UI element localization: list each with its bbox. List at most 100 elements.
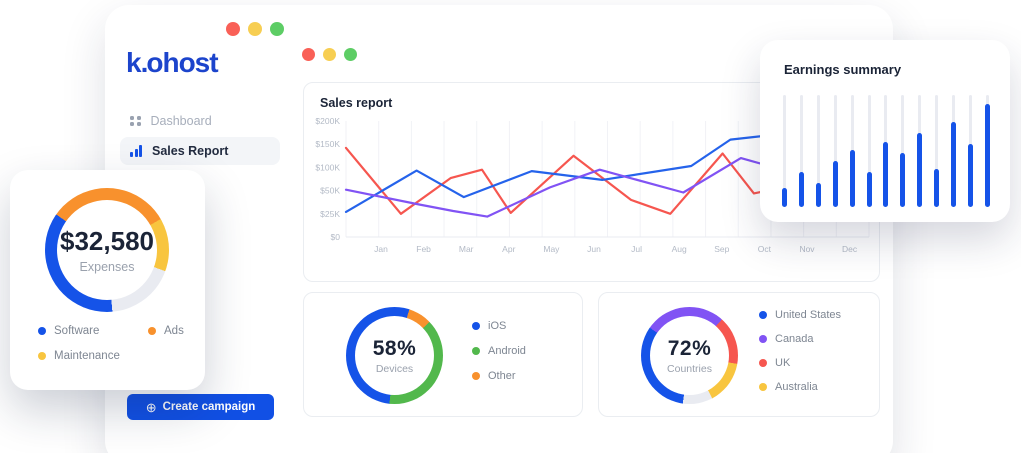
y-tick-label: $25K: [320, 209, 340, 219]
earnings-summary-card: Earnings summary: [760, 40, 1010, 222]
line-series-blue: [344, 133, 808, 214]
logo-text-k: k: [126, 47, 142, 78]
legend-dot-icon: [759, 359, 767, 367]
legend-item: Android: [472, 345, 526, 357]
devices-donut-center: 58% Devices: [355, 316, 434, 395]
x-tick-label: Apr: [502, 244, 515, 254]
bar-track: [935, 95, 939, 207]
earnings-bar: [849, 95, 855, 207]
legend-dot-icon: [38, 352, 46, 360]
sidebar-item-sales-report[interactable]: Sales Report: [120, 137, 280, 165]
x-tick-label: Jun: [587, 244, 601, 254]
sidebar-item-dashboard[interactable]: Dashboard: [120, 107, 280, 135]
bar-fill: [934, 168, 940, 207]
x-tick-label: Dec: [842, 244, 858, 254]
legend-item: UK: [759, 357, 841, 369]
y-tick-label: $200K: [315, 116, 340, 126]
bar-fill: [866, 172, 872, 207]
legend-item: Other: [472, 370, 526, 382]
countries-donut-chart: 72% Countries: [641, 307, 738, 404]
earnings-bar: [815, 95, 821, 207]
y-tick-label: $0: [331, 232, 341, 242]
x-tick-label: Jul: [631, 244, 642, 254]
x-tick-label: Mar: [459, 244, 474, 254]
legend-label: Australia: [775, 381, 818, 393]
bar-track: [901, 95, 905, 207]
create-campaign-button[interactable]: ⊕ Create campaign: [127, 394, 274, 420]
x-tick-label: Sep: [714, 244, 729, 254]
devices-card: 58% Devices iOS Android Other: [303, 292, 583, 417]
countries-value: 72%: [667, 336, 712, 360]
legend-dot-icon: [472, 372, 480, 380]
minimize-dot-icon[interactable]: [248, 22, 262, 36]
earnings-bar: [866, 95, 872, 207]
bar-fill: [832, 161, 838, 207]
legend-item: Software: [38, 325, 148, 337]
legend-item: Australia: [759, 381, 841, 393]
line-series-purple: [344, 156, 808, 218]
earnings-summary-title: Earnings summary: [784, 62, 902, 77]
y-tick-label: $100K: [315, 162, 340, 172]
bar-fill: [900, 153, 906, 207]
legend-label: UK: [775, 357, 791, 369]
minimize-dot-icon[interactable]: [323, 48, 336, 61]
bar-track: [783, 95, 786, 207]
bar-track: [799, 95, 803, 207]
bar-fill: [782, 187, 787, 207]
expenses-donut-center: $32,580 Expenses: [57, 200, 157, 300]
legend-label: iOS: [488, 320, 507, 332]
countries-label: Countries: [667, 362, 712, 375]
legend-dot-icon: [759, 311, 767, 319]
legend-label: Other: [488, 370, 516, 382]
plus-circle-icon: ⊕: [145, 399, 157, 415]
close-dot-icon[interactable]: [302, 48, 315, 61]
countries-card: 72% Countries United States Canada UK Austr…: [598, 292, 880, 417]
dashboard-grid-icon: [130, 115, 141, 127]
close-dot-icon[interactable]: [226, 22, 240, 36]
expenses-legend: Software Ads Maintenance: [38, 325, 184, 362]
earnings-bar: [900, 95, 906, 207]
legend-label: United States: [775, 309, 842, 321]
create-campaign-label: Create campaign: [162, 401, 256, 413]
earnings-bar: [883, 95, 889, 207]
legend-label: Maintenance: [54, 350, 120, 362]
earnings-bar: [782, 95, 787, 207]
x-tick-label: Aug: [672, 244, 687, 254]
bar-chart-icon: [130, 145, 142, 157]
logo-dot: .: [140, 47, 149, 78]
bar-fill: [951, 121, 957, 207]
legend-dot-icon: [759, 383, 767, 391]
bar-fill: [883, 142, 889, 207]
earnings-bar: [984, 95, 990, 207]
zoom-dot-icon[interactable]: [344, 48, 357, 61]
sidebar-item-label: Dashboard: [150, 114, 212, 128]
logo-text-rest: ohost: [146, 47, 218, 78]
y-tick-label: $150K: [315, 139, 340, 149]
legend-dot-icon: [472, 347, 480, 355]
kohost-logo: k.ohost: [126, 47, 219, 79]
x-tick-label: Nov: [799, 244, 815, 254]
countries-legend: United States Canada UK Australia: [759, 309, 841, 393]
bar-fill: [798, 172, 804, 207]
legend-dot-icon: [472, 322, 480, 330]
earnings-bar: [934, 95, 940, 207]
bar-fill: [967, 144, 973, 207]
line-series-red: [344, 146, 787, 215]
bar-fill: [984, 103, 990, 207]
countries-donut-center: 72% Countries: [650, 316, 729, 395]
earnings-bar: [951, 95, 957, 207]
x-tick-label: Oct: [758, 244, 772, 254]
legend-item: United States: [759, 309, 841, 321]
bar-fill: [815, 183, 821, 207]
legend-item: iOS: [472, 320, 526, 332]
earnings-bar-chart: [782, 95, 990, 207]
x-tick-label: Jan: [374, 244, 388, 254]
x-tick-label: Feb: [416, 244, 431, 254]
legend-item: Ads: [148, 325, 184, 337]
sales-line-chart: $200K $150K $100K $50K $25K $0 Jan Feb Mar Apr May…: [315, 116, 870, 254]
sidebar-item-label: Sales Report: [152, 144, 229, 158]
devices-donut-chart: 58% Devices: [346, 307, 443, 404]
zoom-dot-icon[interactable]: [270, 22, 284, 36]
legend-label: Canada: [775, 333, 814, 345]
